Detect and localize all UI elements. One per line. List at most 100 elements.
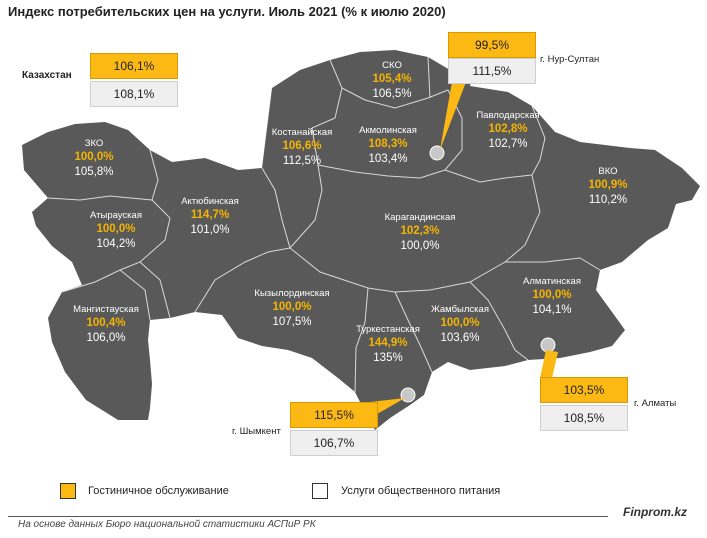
- brand-logo: Finprom.kz: [622, 505, 687, 519]
- catering-value: 107,5%: [272, 316, 312, 328]
- catering-value: 102,7%: [488, 138, 528, 150]
- almaty-catering-box: 108,5%: [540, 405, 628, 431]
- region-mangystau: Мангистауская 100,4% 106,0%: [60, 304, 152, 346]
- hotel-value: 100,9%: [588, 179, 628, 191]
- catering-value: 104,1%: [532, 304, 572, 316]
- region-sko: СКО 105,4% 106,5%: [362, 60, 422, 102]
- almaty-marker: [540, 337, 556, 353]
- region-name: Алматинская: [523, 276, 581, 287]
- shymkent-marker: [400, 387, 416, 403]
- region-vko: ВКО 100,9% 110,2%: [578, 166, 638, 208]
- region-name: Актюбинская: [181, 196, 239, 207]
- hotel-value: 105,4%: [372, 73, 412, 85]
- border-turkestan-zhambyl: [394, 291, 433, 373]
- region-aktobe: Актюбинская 114,7% 101,0%: [170, 196, 250, 238]
- hotel-value: 106,6%: [282, 140, 322, 152]
- region-turkestan: Туркестанская 144,9% 135%: [344, 324, 432, 366]
- border-atyrau-mangystau: [61, 269, 151, 321]
- almaty-hotel-box: 103,5%: [540, 377, 628, 403]
- national-hotel-box: 106,1%: [90, 53, 178, 79]
- region-name: Акмолинская: [359, 125, 417, 136]
- region-name: ЗКО: [84, 138, 104, 149]
- catering-value: 106,0%: [86, 332, 126, 344]
- map-silhouette: [22, 50, 700, 430]
- region-name: Павлодарская: [476, 110, 540, 121]
- region-name: Мангистауская: [73, 304, 139, 315]
- hotel-value: 100,4%: [86, 317, 126, 329]
- nursultan-callout-pointer: [440, 82, 466, 150]
- region-name: Атырауская: [90, 210, 142, 221]
- legend-hotel-swatch: [60, 483, 76, 499]
- almaty-label: г. Алматы: [634, 398, 677, 409]
- hotel-value: 100,0%: [440, 317, 480, 329]
- national-catering-box: 108,1%: [90, 81, 178, 107]
- catering-value: 112,5%: [282, 155, 322, 167]
- border-sko-akmola: [341, 87, 449, 109]
- border-zhambyl-almaty: [469, 281, 529, 361]
- region-atyrau: Атырауская 100,0% 104,2%: [76, 210, 156, 252]
- border-pavlodar-karaganda: [444, 169, 533, 183]
- border-zko-atyrau: [47, 195, 153, 201]
- hotel-value: 144,9%: [368, 337, 408, 349]
- catering-value: 103,6%: [440, 332, 480, 344]
- catering-value: 101,0%: [190, 224, 230, 236]
- border-karaganda-south: [289, 247, 506, 293]
- almaty-callout-pointer: [540, 350, 558, 378]
- region-zko: ЗКО 100,0% 105,8%: [64, 138, 124, 180]
- border-almaty-vko: [505, 257, 601, 271]
- legend-catering-swatch: [312, 483, 328, 499]
- border-aktobe-kyzylorda: [194, 247, 291, 313]
- hotel-value: 102,8%: [488, 123, 528, 135]
- catering-value: 103,4%: [368, 153, 408, 165]
- region-pavlodar: Павлодарская 102,8% 102,7%: [466, 110, 550, 152]
- source-note: На основе данных Бюро национальной стати…: [18, 519, 316, 530]
- border-kyzylorda-turkestan: [354, 287, 369, 393]
- region-name: Костанайская: [271, 127, 333, 138]
- footer-divider: [8, 516, 608, 517]
- hotel-value: 100,0%: [272, 301, 312, 313]
- chart-title: Индекс потребительских цен на услуги. Ию…: [8, 4, 446, 19]
- catering-value: 104,2%: [96, 238, 136, 250]
- region-name: СКО: [382, 60, 402, 71]
- region-name: Жамбылская: [431, 304, 489, 315]
- shymkent-label: г. Шымкент: [232, 426, 281, 437]
- catering-value: 105,8%: [74, 166, 114, 178]
- legend-hotel-label: Гостиничное обслуживание: [88, 485, 229, 497]
- hotel-value: 100,0%: [74, 151, 114, 163]
- nursultan-catering-box: 111,5%: [448, 58, 536, 84]
- region-name: Карагандинская: [384, 212, 456, 223]
- catering-value: 100,0%: [400, 240, 440, 252]
- region-almaty: Алматинская 100,0% 104,1%: [510, 276, 594, 318]
- region-zhambyl: Жамбылская 100,0% 103,6%: [420, 304, 500, 346]
- border-karaganda-vko: [504, 174, 541, 263]
- catering-value: 110,2%: [588, 194, 628, 206]
- hotel-value: 100,0%: [96, 223, 136, 235]
- border-aktobe-kostanay: [261, 167, 291, 249]
- region-kyzylorda: Кызылординская 100,0% 107,5%: [244, 288, 340, 330]
- hotel-value: 102,3%: [400, 225, 440, 237]
- catering-value: 135%: [373, 352, 403, 364]
- region-name: Туркестанская: [356, 324, 420, 335]
- catering-value: 106,5%: [372, 88, 412, 100]
- region-karaganda: Карагандинская 102,3% 100,0%: [372, 212, 468, 254]
- hotel-value: 114,7%: [190, 209, 230, 221]
- border-pavlodar-vko: [531, 105, 546, 176]
- legend-catering-label: Услуги общественного питания: [341, 485, 501, 497]
- region-akmola: Акмолинская 108,3% 103,4%: [346, 125, 430, 167]
- region-name: Кызылординская: [254, 288, 330, 299]
- nursultan-label: г. Нур-Султан: [540, 54, 600, 65]
- border-sko-east: [427, 56, 431, 99]
- border-atyrau-aktobe: [139, 261, 171, 319]
- shymkent-catering-box: 106,7%: [290, 430, 378, 456]
- border-kostanay-karaganda: [289, 127, 323, 249]
- shymkent-hotel-box: 115,5%: [290, 402, 378, 428]
- nursultan-hotel-box: 99,5%: [448, 32, 536, 58]
- region-kostanay: Костанайская 106,6% 112,5%: [262, 127, 342, 169]
- hotel-value: 108,3%: [368, 138, 408, 150]
- border-kostanay-akmola: [311, 59, 343, 129]
- region-name: ВКО: [598, 166, 618, 177]
- nursultan-marker: [429, 145, 445, 161]
- border-akmola-karaganda: [317, 164, 446, 179]
- hotel-value: 100,0%: [532, 289, 572, 301]
